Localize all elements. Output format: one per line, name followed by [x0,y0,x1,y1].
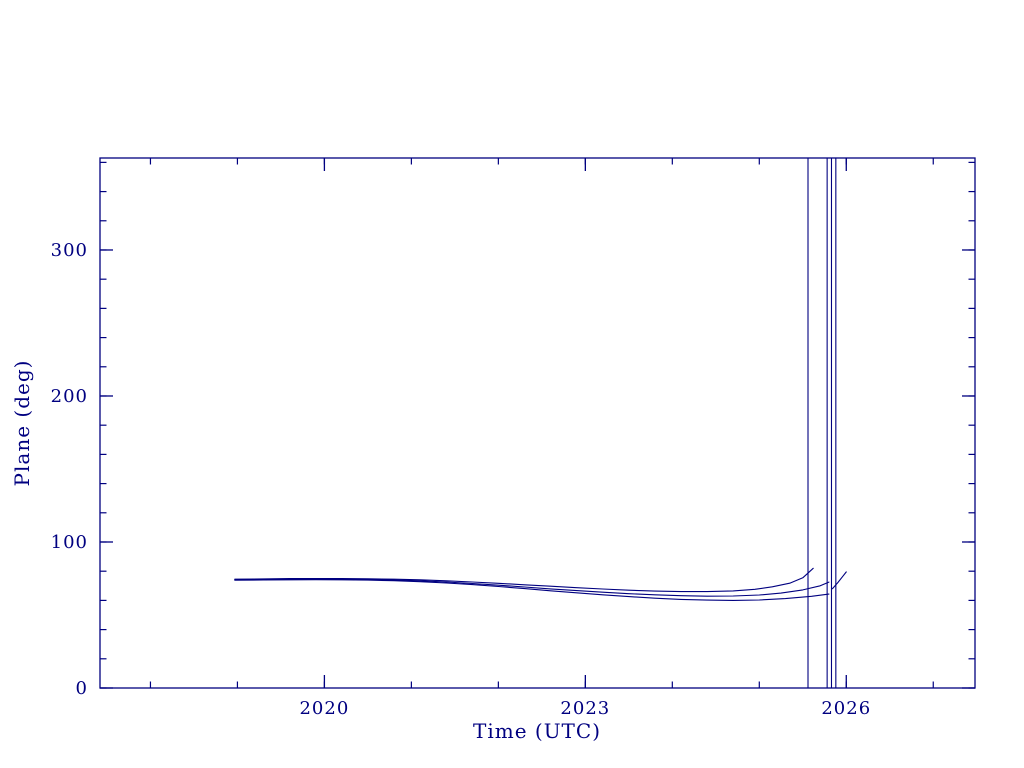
plane-angle-track-4-post-wrap [831,571,847,590]
x-tick-label: 2020 [299,698,349,719]
data-series [234,567,847,601]
y-tick-label: 300 [51,240,88,261]
plane-angle-track-3 [234,579,830,601]
y-tick-labels: 0 100 200 300 [51,240,88,699]
x-ticks [149,158,934,688]
y-ticks [100,161,975,689]
y-tick-label: 0 [76,678,88,699]
y-axis-label: Plane (deg) [10,359,34,487]
x-tick-label: 2023 [560,698,610,719]
x-tick-label: 2026 [821,698,871,719]
x-tick-labels: 2020 2023 2026 [299,698,871,719]
wrap-discontinuity-lines [807,158,837,688]
plane-angle-track-2 [234,578,830,597]
plane-angle-track-1 [234,567,814,593]
x-axis-label: Time (UTC) [473,719,601,743]
y-tick-label: 100 [51,532,88,553]
plot-frame [99,157,976,689]
y-tick-label: 200 [51,386,88,407]
